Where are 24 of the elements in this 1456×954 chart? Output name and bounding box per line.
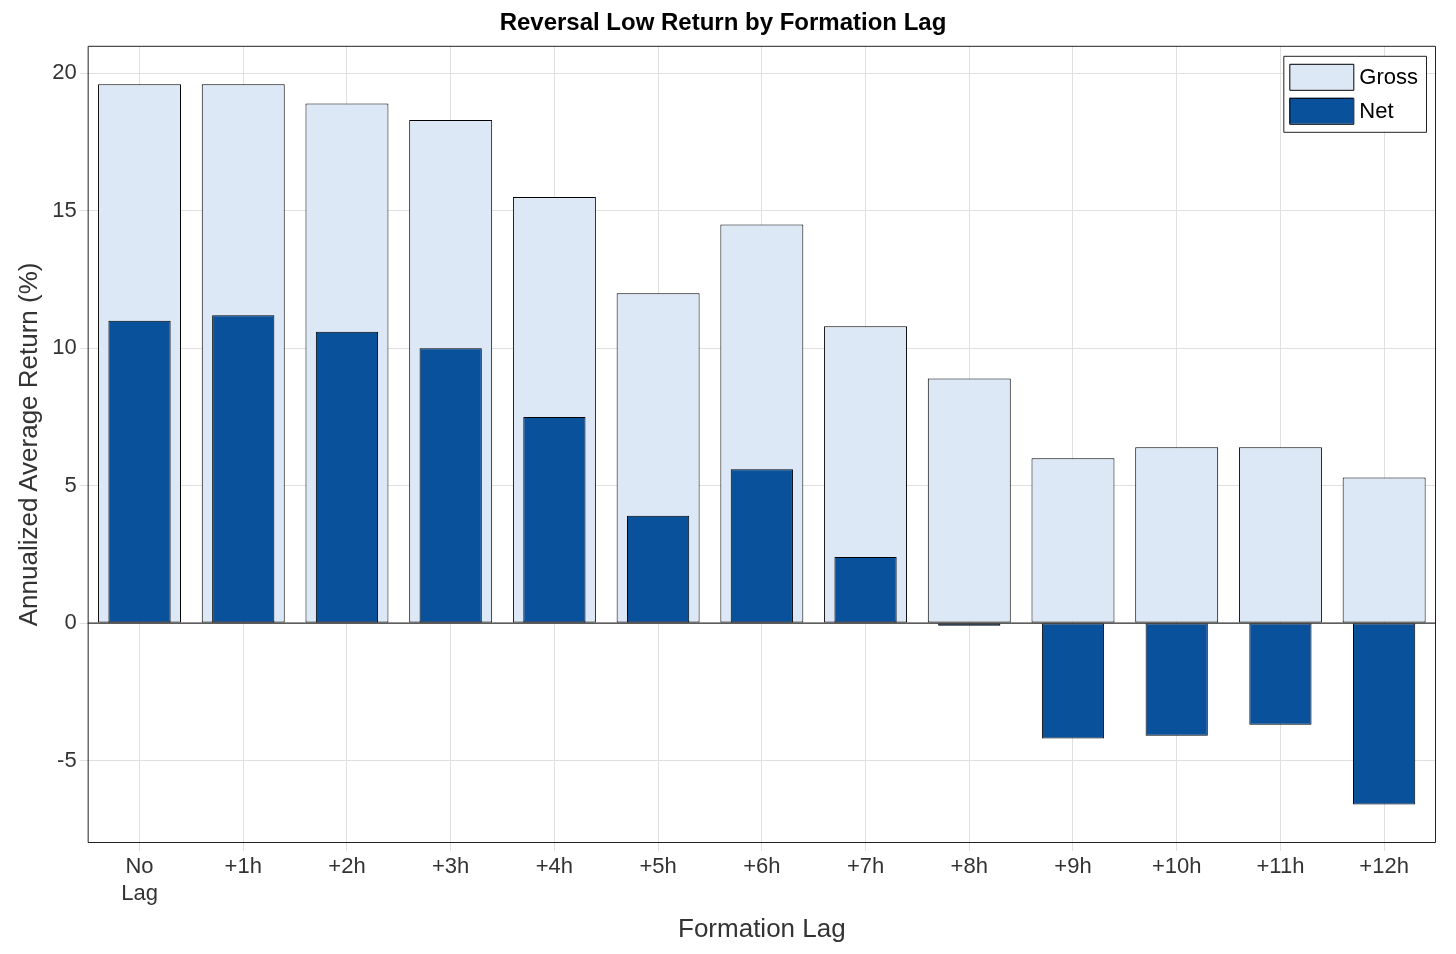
x-axis-title: Formation Lag (678, 912, 846, 943)
x-tick-label: +9h (1054, 853, 1092, 879)
x-tick-label: +3h (432, 853, 470, 879)
x-tick-label: +1h (224, 853, 262, 879)
legend-label: Gross (1359, 63, 1419, 89)
x-tick-label: +10h (1151, 853, 1202, 879)
x-tick-label: +6h (743, 853, 781, 879)
x-tick-label: +4h (535, 853, 574, 879)
x-tick-label: +12h (1359, 853, 1409, 879)
x-tick-label: +5h (639, 853, 677, 879)
x-tick-label: +11h (1256, 853, 1305, 879)
y-tick-label: 15 (52, 196, 77, 222)
x-tick-label: +7h (846, 853, 885, 879)
y-axis-title: Annualized Average Return (%) (12, 262, 43, 627)
y-tick-label: 10 (52, 334, 77, 360)
y-tick-label: 5 (64, 471, 77, 497)
x-tick-label: +2h (328, 853, 366, 879)
x-tick-label: +8h (950, 853, 988, 879)
y-tick-label: -5 (57, 746, 77, 772)
y-tick-label: 20 (52, 59, 77, 85)
chart-title: Reversal Low Return by Formation Lag (499, 8, 947, 36)
x-tick-label: No Lag (121, 853, 158, 905)
legend-label: Net (1359, 97, 1394, 123)
y-tick-label: 0 (64, 609, 77, 635)
